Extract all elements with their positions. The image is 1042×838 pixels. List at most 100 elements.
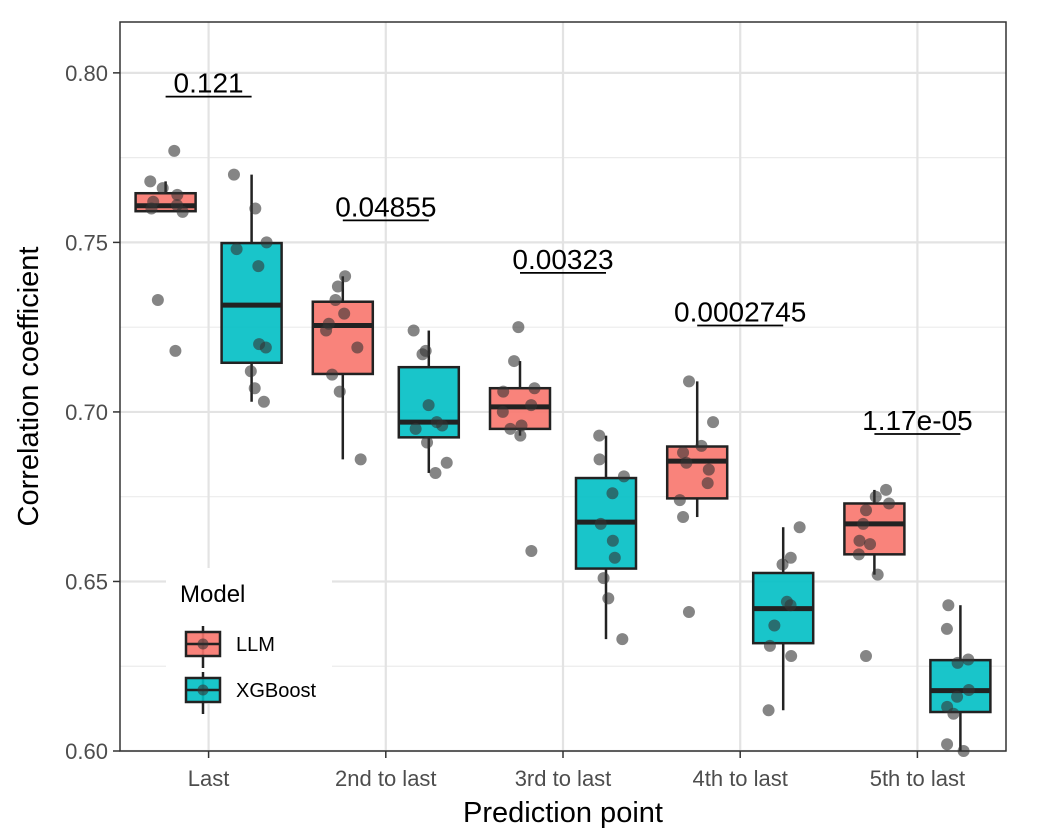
axes: 0.60 0.65 0.70 0.75 0.80 Last 2nd to last 3rd t… [65, 61, 965, 791]
data-point [606, 534, 619, 547]
data-point [593, 429, 606, 442]
data-point [409, 422, 422, 435]
data-point [784, 551, 797, 564]
x-tick-label: Last [188, 766, 230, 791]
data-point [677, 511, 690, 524]
data-point [940, 622, 953, 635]
p-value-label: 1.17e-05 [862, 405, 973, 436]
data-point [176, 205, 189, 218]
x-tick-label: 5th to last [870, 766, 965, 791]
data-point [793, 521, 806, 534]
data-point [508, 355, 521, 368]
data-point [171, 188, 184, 201]
data-point [616, 633, 629, 646]
box-llm [843, 502, 906, 556]
data-point [677, 446, 690, 459]
data-point [244, 365, 257, 378]
data-point [351, 341, 364, 354]
jitter-points [144, 144, 975, 757]
data-point [941, 738, 954, 751]
data-point [852, 548, 865, 561]
data-point [880, 483, 893, 496]
data-point [962, 653, 975, 666]
data-point [320, 324, 333, 337]
data-point [145, 202, 158, 215]
data-point [951, 656, 964, 669]
data-point [525, 399, 538, 412]
data-point [776, 558, 789, 571]
data-point [608, 551, 621, 564]
data-point [515, 419, 528, 432]
data-point [230, 243, 243, 256]
data-point [864, 538, 877, 551]
legend-label: LLM [236, 634, 275, 656]
data-point [227, 168, 240, 181]
data-point [354, 453, 367, 466]
x-tick-label: 3rd to last [515, 766, 612, 791]
data-point [707, 416, 720, 429]
data-point [144, 175, 157, 188]
data-point [421, 436, 434, 449]
data-point [942, 599, 955, 612]
p-value-label: 0.04855 [335, 191, 436, 222]
y-axis-title: Correlation coefficient [13, 247, 45, 527]
data-point [951, 690, 964, 703]
data-point [169, 344, 182, 357]
data-point [528, 382, 541, 395]
legend-key-point [197, 684, 209, 696]
data-point [695, 439, 708, 452]
data-point [701, 477, 714, 490]
data-point [593, 453, 606, 466]
data-point [331, 280, 344, 293]
data-point [857, 517, 870, 530]
data-point [168, 144, 181, 157]
data-point [429, 466, 442, 479]
data-point [504, 422, 517, 435]
data-point [260, 236, 273, 249]
y-tick-label: 0.70 [65, 400, 108, 425]
data-point [860, 504, 873, 517]
data-point [512, 321, 525, 334]
data-point [257, 395, 270, 408]
data-point [853, 534, 866, 547]
y-tick-label: 0.75 [65, 230, 108, 255]
data-point [525, 544, 538, 557]
data-point [617, 470, 630, 483]
data-point [252, 260, 265, 273]
data-point [784, 599, 797, 612]
data-point [156, 182, 169, 195]
legend-title: Model [180, 581, 245, 608]
data-point [514, 429, 527, 442]
data-point [869, 490, 882, 503]
x-tick-label: 4th to last [693, 766, 788, 791]
data-point [248, 382, 261, 395]
data-point [440, 456, 453, 469]
data-point [602, 592, 615, 605]
y-tick-label: 0.60 [65, 739, 108, 764]
data-point [497, 385, 510, 398]
p-value-label: 0.0002745 [674, 296, 806, 327]
data-point [762, 704, 775, 717]
data-point [594, 517, 607, 530]
data-point [151, 294, 164, 307]
x-tick-label: 2nd to last [335, 766, 437, 791]
data-point [680, 456, 693, 469]
data-point [326, 368, 339, 381]
x-axis-title: Prediction point [463, 797, 663, 829]
data-point [682, 605, 695, 618]
data-point [871, 568, 884, 581]
data-point [597, 572, 610, 585]
legend-key-point [197, 638, 209, 650]
data-point [338, 307, 351, 320]
data-point [416, 348, 429, 361]
data-point [683, 375, 696, 388]
data-point [407, 324, 420, 337]
p-value-annotations: 0.121 0.04855 0.00323 0.0002745 1.17e-05 [165, 68, 973, 436]
data-point [249, 202, 262, 215]
data-point [883, 497, 896, 510]
data-point [947, 707, 960, 720]
y-tick-label: 0.80 [65, 61, 108, 86]
data-point [785, 650, 798, 663]
y-tick-label: 0.65 [65, 569, 108, 594]
p-value-label: 0.121 [174, 68, 244, 99]
